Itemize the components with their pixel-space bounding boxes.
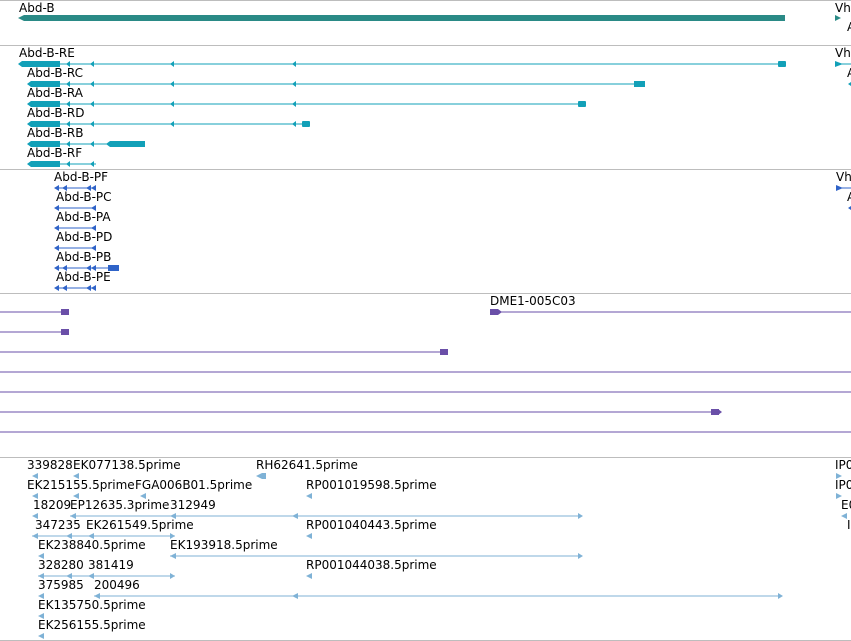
track-insertions xyxy=(0,293,851,457)
protein-label-pf: Abd-B-PF xyxy=(54,170,109,184)
transcript-label-rd: Abd-B-RD xyxy=(27,106,85,120)
est-label: EK238840.5prime xyxy=(38,538,146,552)
est-label: EP12635.3prime xyxy=(70,498,170,512)
est-label: RP001019598.5prime xyxy=(306,478,437,492)
est-label: EK256155.5prime xyxy=(38,618,146,632)
proteins-abd-b[interactable] xyxy=(54,185,119,291)
transcript-abd-b-rd[interactable] xyxy=(27,121,310,127)
transcript-abd-b-rc[interactable] xyxy=(27,81,645,87)
transcript-label-rc: Abd-B-RC xyxy=(27,66,84,80)
transcript-label-rf: Abd-B-RF xyxy=(27,146,83,160)
est-label: 18209 xyxy=(33,498,72,512)
protein-label-pb: Abd-B-PB xyxy=(56,250,112,264)
est-label: FGA006B01.5prime xyxy=(135,478,253,492)
protein-label-pc: Abd-B-PC xyxy=(56,190,112,204)
transcript-label-ra: Abd-B-RA xyxy=(27,86,83,100)
est-label: 312949 xyxy=(170,498,216,512)
est-label: EK193918.5prime xyxy=(170,538,278,552)
track-transcripts xyxy=(0,45,851,169)
est-label: EK215155.5prime xyxy=(27,478,135,492)
est-label: 347235 xyxy=(35,518,81,532)
gene-label-abd-b: Abd-B xyxy=(19,1,55,15)
gene-abd-b[interactable] xyxy=(18,15,785,21)
est-label: EK077138.5prime xyxy=(73,458,181,472)
est-label: I xyxy=(847,518,851,532)
est-label: 381419 xyxy=(88,558,134,572)
transcript-label-vh: Vh xyxy=(835,46,851,60)
protein-label-pe: Abd-B-PE xyxy=(56,270,111,284)
transcript-abd-b-rb[interactable] xyxy=(27,141,145,147)
est-label: EK135750.5prime xyxy=(38,598,146,612)
track-gene xyxy=(0,0,851,45)
transcript-vh[interactable] xyxy=(835,61,851,86)
transcript-abd-b-rf[interactable] xyxy=(27,161,96,167)
transcript-label-rb: Abd-B-RB xyxy=(27,126,84,140)
transcript-label-re: Abd-B-RE xyxy=(19,46,75,60)
est-label: EK261549.5prime xyxy=(86,518,194,532)
est-label: RP001040443.5prime xyxy=(306,518,437,532)
est-label: 375985 xyxy=(38,578,84,592)
est-label: RP001044038.5prime xyxy=(306,558,437,572)
transcript-abd-b-re[interactable] xyxy=(18,61,786,67)
est-alignments[interactable] xyxy=(32,473,847,639)
gene-vh[interactable] xyxy=(835,15,841,21)
transcript-abd-b-ra[interactable] xyxy=(27,101,586,107)
protein-label-pd: Abd-B-PD xyxy=(56,230,113,244)
track-proteins xyxy=(0,169,851,293)
protein-label-a: A xyxy=(847,191,851,204)
est-label: RH62641.5prime xyxy=(256,458,358,472)
insertions[interactable] xyxy=(0,309,851,433)
est-label: 339828 xyxy=(27,458,73,472)
transcript-label-a2: A xyxy=(847,21,851,34)
transcript-label-a1: A xyxy=(847,67,851,80)
est-label: IP0 xyxy=(835,458,851,472)
est-label: 328280 xyxy=(38,558,84,572)
est-label: 200496 xyxy=(94,578,140,592)
protein-label-pa: Abd-B-PA xyxy=(56,210,111,224)
est-label: IP0 xyxy=(835,478,851,492)
insertion-label-dme1: DME1-005C03 xyxy=(490,294,576,308)
gene-label-vh: Vh xyxy=(835,1,851,15)
protein-label-vh: Vh xyxy=(836,170,851,184)
protein-vh[interactable] xyxy=(836,185,851,210)
est-label: E0 xyxy=(841,498,851,512)
